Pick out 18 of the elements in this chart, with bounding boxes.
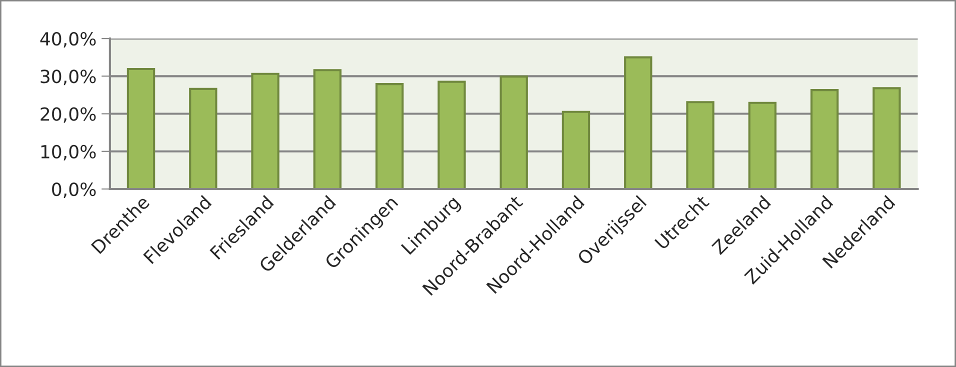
bar [126,68,156,190]
bar [189,88,218,190]
bar [810,89,839,190]
bar [624,56,652,190]
y-tick-label: 0,0% [52,182,96,198]
bar [500,75,528,190]
y-tick-label: 40,0% [40,32,96,48]
bar [313,69,342,190]
bar [251,72,280,190]
bar [375,83,404,190]
y-tick-label: 10,0% [41,144,96,160]
bar [686,101,714,190]
bar [872,87,901,190]
bar [562,110,590,190]
bar [438,80,466,190]
y-tick-label: 20,0% [40,107,96,123]
bar [748,102,777,190]
y-tick-label: 30,0% [40,70,96,86]
